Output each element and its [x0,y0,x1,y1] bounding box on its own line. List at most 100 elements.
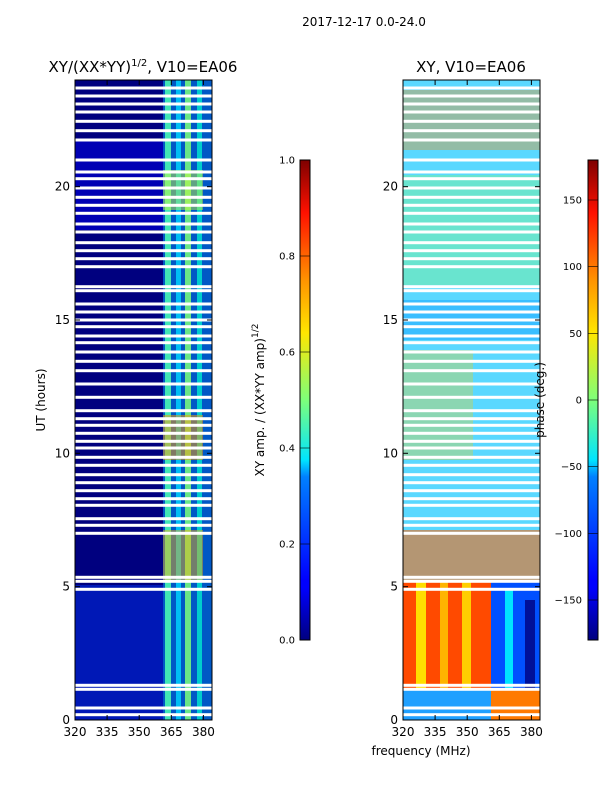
amp-colorbar-tick-label: 0.8 [279,252,295,263]
amp-flagged-row [75,195,212,199]
amp-flagged-row [75,211,212,215]
phase-colorbar-ticks: −150 −100 −50 0 50 100 150 [555,196,598,607]
phase-flagged-row [403,455,540,459]
phase-flagged-row [403,489,540,493]
amp-colorbar-ticks: 0.0 0.2 0.4 0.6 0.8 1.0 [279,156,310,647]
amp-x-tick-label: 380 [192,725,215,739]
amp-flagged-row [75,110,212,114]
amp-channel-band [197,80,202,720]
phase-y-tick-label: 15 [383,313,398,327]
amp-flagged-row [75,382,212,386]
phase-flagged-row [403,395,540,399]
phase-flagged-row [403,203,540,207]
phase-panel: XY, V10=EA06 320 335 350 365 380 0 5 10 15 20 fr… [371,58,542,758]
phase-flagged-row [403,318,540,322]
amp-heatmap-zone-upper [75,140,163,230]
phase-flagged-row [403,325,540,329]
phase-flagged-row [403,587,540,591]
phase-flagged-row [403,531,540,535]
phase-flagged-row [403,289,540,293]
amp-flagged-row [75,285,212,289]
amp-flagged-row [75,497,212,501]
phase-flagged-row [403,409,540,413]
amp-axes-frame [74,79,213,721]
amp-colorbar-tick-label: 0.4 [279,444,295,455]
amp-x-tick-label: 320 [64,725,87,739]
phase-channel-band [525,600,535,688]
amp-flagged-row [75,446,212,450]
amp-flagged-row [75,302,212,306]
phase-flagged-row [403,473,540,477]
amp-hot-patch [163,170,203,210]
phase-flagged-row [403,170,540,174]
phase-flagged-row [403,102,540,106]
phase-channel-band [505,590,513,688]
phase-flagged-row [403,446,540,450]
amp-flagged-row [75,265,212,269]
phase-flagged-row [403,382,540,386]
phase-flagged-row [403,350,540,354]
amp-y-tick-label: 10 [55,446,70,460]
amp-panel: XY/(XX*YY)1/2, V10=EA06 320 335 350 365 380 … [34,58,237,739]
phase-flagged-row [403,265,540,269]
phase-flagged-row [403,257,540,261]
phase-flagged-row [403,523,540,527]
amp-flagged-row [75,334,212,338]
phase-flagged-row [403,683,540,687]
amp-flag-lines [75,86,212,717]
amp-flagged-row [75,417,212,421]
amp-flagged-row [75,687,212,691]
amp-flagged-row [75,94,212,98]
amp-flagged-row [75,102,212,106]
amp-flagged-row [75,158,212,162]
amp-flagged-row [75,341,212,345]
phase-x-tick-label: 335 [424,725,447,739]
phase-x-tick-label: 365 [488,725,511,739]
phase-flagged-row [403,94,540,98]
amp-heatmap [75,80,212,720]
phase-x-tick-label: 350 [456,725,479,739]
amp-flagged-row [75,230,212,234]
amp-flagged-row [75,318,212,322]
amp-flagged-row [75,177,212,181]
amp-flagged-row [75,249,212,253]
phase-flagged-row [403,241,540,245]
amp-channel-band [176,80,181,720]
amp-flagged-row [75,222,212,226]
phase-flagged-row [403,138,540,142]
phase-colorbar-label: phase (deg.) [533,362,547,438]
phase-channel-band [416,582,426,688]
amp-flagged-row [75,395,212,399]
amp-flagged-row [75,289,212,293]
amp-flagged-row [75,523,212,527]
phase-flagged-row [403,341,540,345]
phase-flagged-row [403,481,540,485]
shared-x-axis-label: frequency (MHz) [371,744,470,758]
phase-channel-band [440,582,448,688]
amp-flagged-row [75,369,212,373]
phase-colorbar-tick-label: 50 [569,329,582,340]
amp-x-tick-label: 350 [128,725,151,739]
phase-flagged-row [403,439,540,443]
amp-channel-band [185,80,191,720]
phase-colorbar-tick-label: −100 [555,529,582,540]
phase-flagged-row [403,417,540,421]
amp-colorbar-tick-label: 0.0 [279,636,295,647]
phase-zone-yellow [403,350,473,460]
phase-colorbar-tick-label: 150 [563,196,582,207]
phase-heatmap [403,80,540,720]
amp-y-tick-label: 5 [62,580,70,594]
phase-axes-frame [402,79,541,721]
phase-panel-title: XY, V10=EA06 [416,58,526,76]
amp-colorbar-tick-label: 0.2 [279,540,295,551]
phase-flagged-row [403,369,540,373]
phase-flagged-row [403,579,540,583]
amp-y-axis: 0 5 10 15 20 [55,180,212,727]
amp-flagged-row [75,517,212,521]
phase-flagged-row [403,211,540,215]
phase-flagged-row [403,687,540,691]
amp-colorbar-label: XY amp. / (XX*YY amp)1/2 [251,324,267,477]
amp-flagged-row [75,86,212,90]
amp-flagged-row [75,481,212,485]
